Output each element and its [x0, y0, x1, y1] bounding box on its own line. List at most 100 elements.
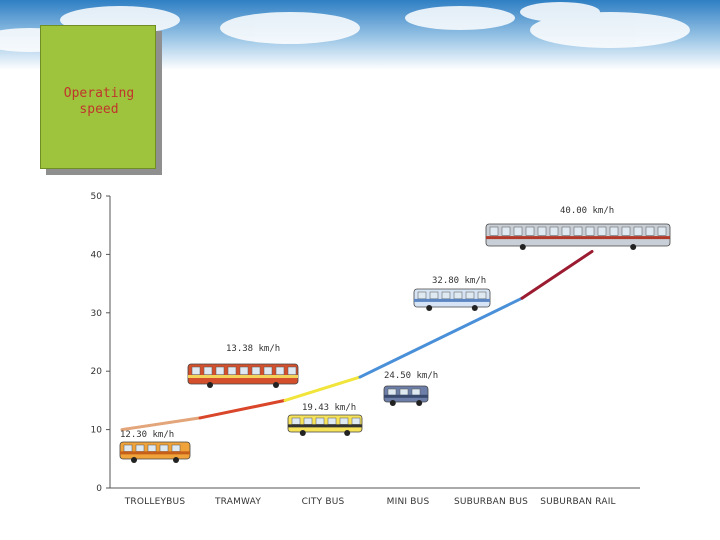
- suburban-train-icon-wheel: [519, 244, 526, 250]
- suburban-train-icon-window: [633, 226, 643, 236]
- tram-icon-wheel: [273, 382, 279, 388]
- suburban-bus-icon-stripe: [414, 298, 490, 302]
- title-panel: Operating speed: [40, 25, 156, 169]
- city-bus-icon-stripe: [288, 424, 362, 428]
- title-line-1: Operating: [63, 86, 135, 101]
- suburban-bus-icon-window: [429, 291, 439, 300]
- city-bus-icon-window: [303, 417, 313, 425]
- city-bus-icon-window: [339, 417, 349, 425]
- city-bus-icon-window: [315, 417, 325, 425]
- x-category-label: TRAMWAY: [214, 497, 261, 507]
- suburban-train-icon-window: [621, 226, 631, 236]
- trolleybus-icon-window: [147, 444, 157, 452]
- speed-segment: [120, 416, 202, 432]
- data-label: 12.30 km/h: [120, 430, 174, 440]
- data-labels: 12.30 km/h 13.38 km/h 19.43 km/h 24.50 km/h…: [120, 206, 614, 440]
- minibus-icon-wheel: [416, 400, 423, 406]
- speed-segment: [520, 249, 594, 300]
- data-label: 32.80 km/h: [432, 276, 486, 286]
- city-bus-icon-window: [291, 417, 301, 425]
- suburban-train-icon-window: [561, 226, 571, 236]
- trolleybus-icon-stripe: [120, 451, 190, 455]
- suburban-train-icon-window: [597, 226, 607, 236]
- city-bus-icon-wheel: [299, 430, 306, 436]
- tram-icon-window: [191, 366, 201, 375]
- suburban-train-icon-window: [489, 226, 499, 236]
- speed-segment: [283, 375, 362, 402]
- data-label: 19.43 km/h: [302, 403, 356, 413]
- city-bus-icon-wheel: [344, 430, 351, 436]
- tram-icon-window: [227, 366, 237, 375]
- tram-icon-window: [215, 366, 225, 375]
- city-bus-icon-window: [351, 417, 361, 425]
- x-category-label: SUBURBAN BUS: [454, 497, 528, 507]
- suburban-train-icon-wheel: [630, 244, 637, 250]
- y-tick-label: 20: [91, 367, 103, 377]
- suburban-bus-icon-wheel: [471, 305, 478, 311]
- suburban-train-icon-window: [645, 226, 655, 236]
- minibus-icon-window: [411, 388, 421, 396]
- trolleybus-icon-wheel: [173, 457, 179, 463]
- x-category-label: SUBURBAN RAIL: [540, 497, 616, 507]
- suburban-train-icon-window: [501, 226, 511, 236]
- suburban-train-icon-window: [573, 226, 583, 236]
- suburban-bus-icon-window: [417, 291, 427, 300]
- x-category-label: MINI BUS: [387, 497, 430, 507]
- y-ticks: 0 10 20 30 40 50: [91, 192, 110, 494]
- suburban-train-icon-window: [513, 226, 523, 236]
- x-category-label: TROLLEYBUS: [124, 497, 186, 507]
- tram-icon-window: [203, 366, 213, 375]
- category-labels: TROLLEYBUS TRAMWAY CITY BUS MINI BUS SUBURBA…: [124, 497, 616, 507]
- vehicle-icons: [119, 223, 671, 463]
- suburban-train-icon-window: [585, 226, 595, 236]
- tram-icon: [187, 363, 299, 388]
- trolleybus-icon: [119, 441, 191, 463]
- city-bus-icon-window: [327, 417, 337, 425]
- suburban-bus-icon: [413, 288, 491, 311]
- trolleybus-icon-window: [171, 444, 181, 452]
- suburban-train-icon-window: [609, 226, 619, 236]
- data-label: 40.00 km/h: [560, 206, 614, 216]
- y-tick-label: 30: [91, 309, 103, 319]
- minibus-icon: [383, 385, 429, 406]
- suburban-bus-icon-window: [441, 291, 451, 300]
- trolleybus-icon-window: [159, 444, 169, 452]
- y-tick-label: 0: [96, 484, 102, 494]
- suburban-train-icon-stripe: [486, 236, 670, 240]
- x-category-label: CITY BUS: [302, 497, 345, 507]
- title-box: Operating speed: [40, 25, 162, 175]
- trolleybus-icon-window: [123, 444, 133, 452]
- chart-title: Operating speed: [41, 86, 157, 118]
- tram-icon-window: [287, 366, 297, 375]
- suburban-train-icon-window: [549, 226, 559, 236]
- suburban-train-icon-window: [525, 226, 535, 236]
- speed-segment: [198, 398, 287, 420]
- tram-icon-window: [275, 366, 285, 375]
- axes: [109, 196, 640, 489]
- tram-icon-stripe: [188, 375, 298, 378]
- minibus-icon-wheel: [389, 400, 396, 406]
- city-bus-icon: [287, 414, 363, 436]
- speed-segment: [358, 296, 524, 379]
- minibus-icon-window: [399, 388, 409, 396]
- tram-icon-window: [239, 366, 249, 375]
- tram-icon-window: [251, 366, 261, 375]
- suburban-bus-icon-window: [453, 291, 463, 300]
- suburban-bus-icon-window: [465, 291, 475, 300]
- data-label: 24.50 km/h: [384, 371, 438, 381]
- suburban-bus-icon-wheel: [426, 305, 433, 311]
- y-tick-label: 10: [91, 426, 103, 436]
- suburban-train-icon-window: [537, 226, 547, 236]
- suburban-bus-icon-window: [477, 291, 487, 300]
- trolleybus-icon-wheel: [131, 457, 137, 463]
- tram-icon-window: [263, 366, 273, 375]
- y-tick-label: 50: [91, 192, 103, 202]
- minibus-icon-stripe: [384, 394, 428, 398]
- suburban-train-icon-window: [657, 226, 667, 236]
- speed-line: [120, 249, 594, 432]
- tram-icon-wheel: [207, 382, 213, 388]
- data-label: 13.38 km/h: [226, 344, 280, 354]
- title-line-2: speed: [79, 102, 119, 117]
- suburban-train-icon: [485, 223, 671, 250]
